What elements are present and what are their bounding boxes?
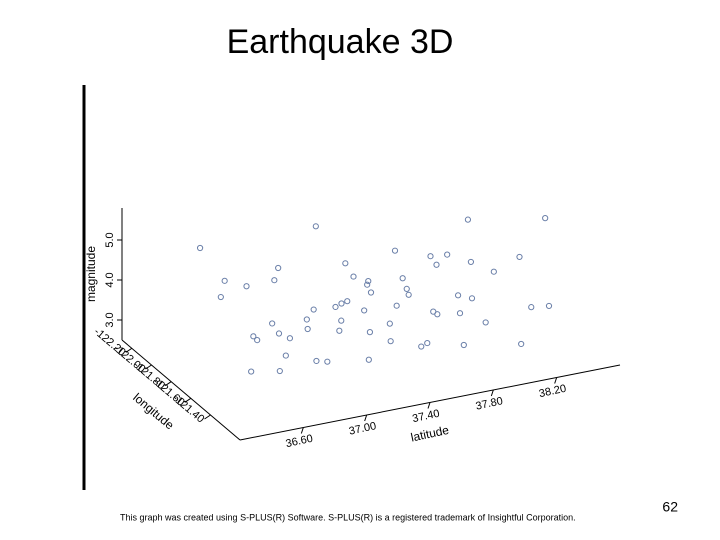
point: [286, 335, 294, 342]
point: [361, 307, 368, 314]
point: [454, 292, 462, 299]
point: [313, 357, 320, 365]
point: [275, 330, 283, 337]
point: [464, 216, 472, 223]
point: [303, 316, 310, 323]
point: [430, 308, 437, 315]
point: [196, 244, 204, 252]
x-tick: [164, 381, 172, 387]
point: [482, 319, 489, 326]
point: [393, 302, 400, 309]
z-tick-label: 3.0: [104, 312, 116, 327]
point: [467, 258, 475, 266]
y-tick-label: 36.60: [285, 433, 314, 450]
point: [365, 277, 372, 285]
point: [364, 281, 371, 288]
x-axis: [121, 339, 241, 441]
point: [433, 261, 440, 268]
point: [545, 302, 553, 310]
point: [269, 320, 276, 327]
point: [490, 268, 497, 275]
y-tick-label: 37.40: [411, 408, 440, 425]
point: [516, 253, 523, 261]
point: [338, 300, 345, 307]
z-tick-label: 5.0: [104, 232, 116, 247]
point: [444, 251, 451, 258]
point: [460, 341, 467, 349]
point: [250, 333, 257, 340]
point: [456, 310, 464, 317]
point: [304, 325, 311, 333]
point: [386, 320, 393, 327]
point: [312, 223, 319, 230]
y-tick-label: 38.20: [538, 383, 567, 400]
point: [350, 273, 357, 280]
point: [332, 303, 339, 311]
point: [271, 277, 278, 284]
point: [254, 337, 261, 344]
point: [217, 293, 224, 301]
y-tick: [554, 377, 558, 384]
y-tick: [300, 427, 304, 434]
y-tick-label: 37.80: [475, 395, 504, 412]
point: [342, 260, 349, 267]
y-tick: [490, 389, 494, 397]
point: [324, 358, 331, 365]
point: [367, 289, 375, 296]
y-tick-label: 37.00: [348, 420, 377, 437]
point: [366, 329, 374, 336]
x-tick: [145, 364, 152, 370]
point: [528, 304, 535, 311]
point: [276, 367, 283, 375]
point: [424, 339, 431, 347]
point: [427, 253, 434, 260]
point: [275, 264, 282, 272]
z-tick-label: 4.0: [104, 272, 116, 287]
point: [344, 298, 351, 305]
point: [338, 317, 345, 324]
point: [403, 285, 410, 292]
x-tick: [184, 397, 192, 403]
point: [468, 295, 476, 302]
point: [365, 356, 372, 363]
point: [387, 338, 394, 345]
y-tick: [364, 414, 368, 422]
point: [391, 247, 399, 254]
slide-title: Earthquake 3D: [227, 23, 454, 61]
x-tick: [204, 414, 211, 420]
point: [221, 277, 228, 284]
footnote: This graph was created using S-PLUS(R) S…: [120, 512, 576, 522]
point: [310, 306, 317, 313]
point: [542, 215, 549, 222]
point: [248, 368, 255, 375]
point: [418, 343, 425, 350]
point: [518, 340, 525, 348]
point: [399, 275, 406, 282]
point: [336, 327, 343, 334]
z-axis-label: magnitude: [84, 246, 98, 302]
x-tick: [125, 347, 133, 353]
y-tick: [427, 402, 431, 409]
point: [282, 352, 289, 359]
point: [405, 291, 412, 298]
point: [243, 283, 250, 290]
page-number: 62: [662, 499, 678, 515]
